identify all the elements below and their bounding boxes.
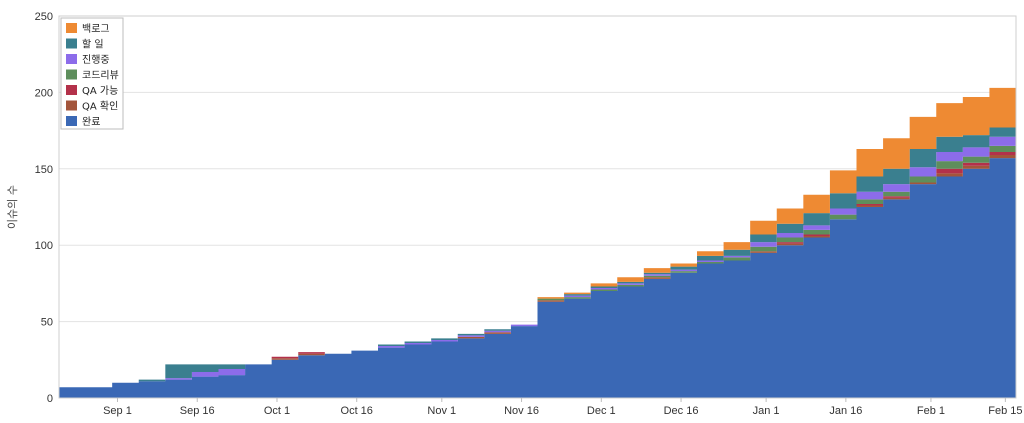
- legend-swatch-0: [66, 23, 77, 33]
- y-tick-label-0: 0: [47, 393, 53, 405]
- y-tick-label-4: 200: [35, 87, 53, 99]
- legend-label-3: 코드리뷰: [82, 70, 119, 82]
- y-tick-label-1: 50: [41, 317, 53, 329]
- legend-label-2: 진행중: [82, 54, 110, 66]
- x-tick-label-4: Nov 1: [427, 405, 456, 417]
- legend-swatch-4: [66, 85, 77, 95]
- x-tick-label-7: Dec 16: [664, 405, 699, 417]
- series-areas: [59, 83, 1016, 398]
- x-tick-label-10: Feb 1: [917, 405, 945, 417]
- x-tick-label-6: Dec 1: [587, 405, 616, 417]
- x-tick-label-0: Sep 1: [103, 405, 132, 417]
- legend-swatch-2: [66, 54, 77, 64]
- x-tick-label-3: Oct 16: [341, 405, 373, 417]
- axes: [58, 15, 1017, 399]
- legend-swatch-6: [66, 116, 77, 126]
- legend-label-0: 백로그: [82, 23, 110, 35]
- y-tick-label-5: 250: [35, 11, 53, 23]
- series-area-0: [59, 145, 1016, 398]
- x-tick-label-11: Feb 15: [988, 405, 1022, 417]
- legend-label-5: QA 확인: [82, 101, 118, 113]
- y-tick-label-2: 100: [35, 240, 53, 252]
- x-tick-label-9: Jan 16: [829, 405, 862, 417]
- y-tick-labels: 0 50 100 150 200 250: [35, 11, 53, 405]
- x-tick-labels: Sep 1 Sep 16 Oct 1 Oct 16 Nov 1 Nov 16 Dec 1 De…: [103, 398, 1022, 417]
- x-tick-label-1: Sep 16: [180, 405, 215, 417]
- legend-swatch-5: [66, 100, 77, 111]
- y-axis-title: 이슈의 수: [6, 185, 19, 229]
- legend-swatch-1: [66, 38, 77, 49]
- x-tick-label-2: Oct 1: [264, 405, 290, 417]
- legend-label-4: QA 가능: [82, 85, 118, 97]
- x-tick-label-5: Nov 16: [504, 405, 539, 417]
- x-tick-label-8: Jan 1: [753, 405, 780, 417]
- y-tick-label-3: 150: [35, 164, 53, 176]
- legend-label-6: 완료: [82, 116, 100, 128]
- plot-frame: [58, 15, 1017, 399]
- legend-label-1: 할 일: [82, 39, 104, 51]
- legend-swatch-3: [66, 69, 77, 80]
